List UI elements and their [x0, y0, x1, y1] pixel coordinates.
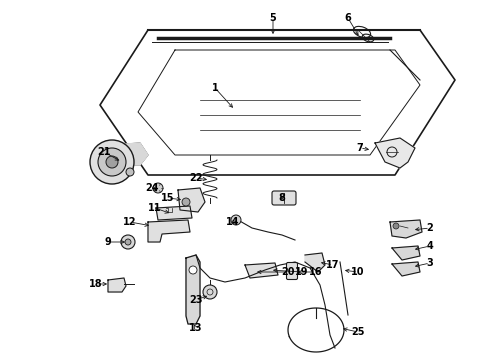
Text: 6: 6: [344, 13, 351, 23]
Polygon shape: [391, 246, 419, 260]
Text: 16: 16: [308, 267, 322, 277]
Polygon shape: [391, 262, 419, 276]
Text: 20: 20: [281, 267, 294, 277]
Text: 4: 4: [426, 241, 432, 251]
Circle shape: [203, 285, 217, 299]
Text: 11: 11: [148, 203, 162, 213]
Polygon shape: [112, 143, 148, 165]
Polygon shape: [178, 188, 204, 212]
Polygon shape: [374, 138, 414, 168]
Polygon shape: [108, 278, 126, 292]
Text: 25: 25: [350, 327, 364, 337]
Text: 8: 8: [278, 193, 285, 203]
Text: 9: 9: [104, 237, 111, 247]
Polygon shape: [389, 220, 421, 238]
FancyBboxPatch shape: [286, 262, 297, 279]
Text: 12: 12: [123, 217, 137, 227]
Text: 3: 3: [426, 258, 432, 268]
Text: 1: 1: [211, 83, 218, 93]
Polygon shape: [156, 206, 192, 220]
Circle shape: [121, 235, 135, 249]
Text: 18: 18: [89, 279, 102, 289]
Circle shape: [126, 168, 134, 176]
Text: 24: 24: [145, 183, 159, 193]
Circle shape: [106, 156, 118, 168]
Text: 2: 2: [426, 223, 432, 233]
Text: 15: 15: [161, 193, 174, 203]
Text: 23: 23: [189, 295, 203, 305]
Circle shape: [230, 215, 241, 225]
FancyBboxPatch shape: [271, 191, 295, 205]
Polygon shape: [185, 255, 200, 324]
Polygon shape: [305, 253, 325, 272]
Circle shape: [90, 140, 134, 184]
Circle shape: [182, 198, 190, 206]
Circle shape: [153, 183, 163, 193]
Circle shape: [98, 148, 126, 176]
Text: 7: 7: [356, 143, 363, 153]
Text: 14: 14: [226, 217, 239, 227]
Polygon shape: [148, 220, 190, 242]
Text: 22: 22: [189, 173, 203, 183]
Text: 19: 19: [295, 267, 308, 277]
Text: 13: 13: [189, 323, 203, 333]
Text: 5: 5: [269, 13, 276, 23]
Text: 10: 10: [350, 267, 364, 277]
Circle shape: [392, 223, 398, 229]
Polygon shape: [244, 263, 278, 278]
Circle shape: [125, 239, 131, 245]
Text: 17: 17: [325, 260, 339, 270]
Circle shape: [189, 266, 197, 274]
Text: 21: 21: [97, 147, 110, 157]
